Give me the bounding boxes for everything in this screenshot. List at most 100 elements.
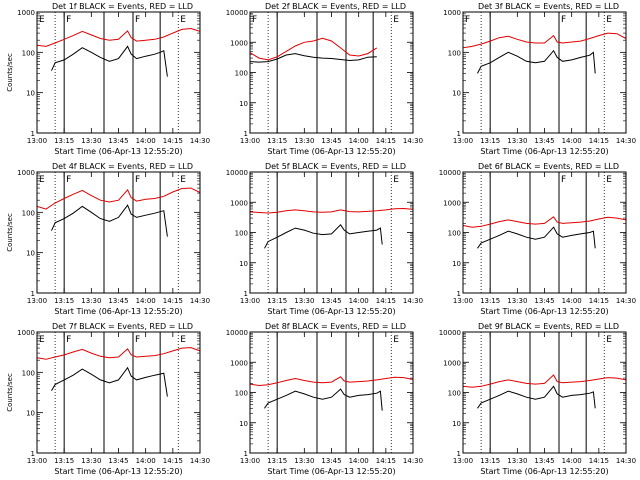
x-tick-label: 14:00 bbox=[136, 457, 156, 465]
interval-flag-label: F bbox=[135, 175, 140, 185]
x-tick-label: 14:15 bbox=[376, 137, 396, 145]
plot-frame bbox=[249, 171, 414, 294]
x-tick-label: 14:00 bbox=[562, 297, 582, 305]
x-tick-label: 14:30 bbox=[616, 457, 636, 465]
interval-flag-label: F bbox=[561, 15, 566, 25]
y-tick-label: 1 bbox=[31, 450, 35, 458]
y-axis-label: Counts/sec bbox=[6, 213, 14, 252]
x-axis-label: Start Time (06-Apr-13 12:55:20) bbox=[480, 467, 608, 476]
y-tick-label: 1000 bbox=[17, 169, 35, 177]
plot-frame bbox=[249, 331, 414, 454]
chart-panel-3: Det 3f BLACK = Events, RED = LLD Start Ti… bbox=[443, 2, 636, 156]
y-tick-label: 10 bbox=[452, 260, 461, 268]
interval-flag-label: F bbox=[252, 15, 257, 25]
interval-flag-label: E bbox=[180, 15, 186, 25]
plot-frame bbox=[462, 171, 627, 294]
x-tick-label: 13:00 bbox=[27, 137, 47, 145]
y-tick-label: 10000 bbox=[226, 9, 248, 17]
y-tick-label: 10 bbox=[239, 260, 248, 268]
y-tick-label: 100 bbox=[235, 70, 248, 78]
y-tick-label: 10 bbox=[239, 420, 248, 428]
y-tick-label: 1 bbox=[244, 130, 248, 138]
y-tick-label: 10000 bbox=[226, 169, 248, 177]
interval-flag-label: E bbox=[39, 15, 45, 25]
y-tick-label: 1 bbox=[31, 290, 35, 298]
y-tick-label: 10000 bbox=[439, 329, 461, 337]
plot-frame bbox=[462, 11, 627, 134]
y-tick-label: 1000 bbox=[230, 199, 248, 207]
x-tick-label: 14:30 bbox=[403, 137, 423, 145]
x-tick-label: 13:30 bbox=[81, 297, 101, 305]
x-axis-label: Start Time (06-Apr-13 12:55:20) bbox=[54, 147, 182, 156]
x-axis-label: Start Time (06-Apr-13 12:55:20) bbox=[54, 307, 182, 316]
interval-flag-label: E bbox=[180, 175, 186, 185]
x-tick-label: 14:15 bbox=[163, 137, 183, 145]
y-tick-label: 10 bbox=[239, 100, 248, 108]
y-tick-label: 100 bbox=[235, 230, 248, 238]
lld-series-line bbox=[36, 27, 201, 47]
x-tick-label: 13:45 bbox=[321, 297, 341, 305]
x-tick-label: 13:30 bbox=[507, 297, 527, 305]
x-tick-label: 14:00 bbox=[349, 137, 369, 145]
y-tick-label: 10000 bbox=[439, 169, 461, 177]
plot-frame bbox=[36, 11, 201, 134]
events-series-line bbox=[51, 366, 168, 397]
x-tick-label: 13:45 bbox=[108, 457, 128, 465]
y-tick-label: 1000 bbox=[17, 329, 35, 337]
plot-frame bbox=[249, 11, 414, 134]
x-tick-label: 13:00 bbox=[240, 137, 260, 145]
y-tick-label: 100 bbox=[448, 390, 461, 398]
interval-flag-label: F bbox=[465, 15, 470, 25]
events-series-line bbox=[477, 385, 596, 409]
chart-panel-9: Det 9f BLACK = Events, RED = LLD Start Ti… bbox=[439, 322, 636, 476]
y-tick-label: 1000 bbox=[230, 39, 248, 47]
events-series-line bbox=[51, 45, 168, 77]
interval-flag-label: F bbox=[135, 15, 140, 25]
y-axis-label: Counts/sec bbox=[6, 373, 14, 412]
chart-panel-4: Det 4f BLACK = Events, RED = LLD Counts/s… bbox=[6, 162, 210, 316]
events-series-line bbox=[51, 204, 168, 237]
lld-series-line bbox=[462, 374, 627, 388]
x-axis-label: Start Time (06-Apr-13 12:55:20) bbox=[267, 147, 395, 156]
y-tick-label: 100 bbox=[235, 390, 248, 398]
x-tick-label: 14:30 bbox=[616, 137, 636, 145]
y-tick-label: 10 bbox=[452, 420, 461, 428]
y-tick-label: 1 bbox=[31, 130, 35, 138]
chart-panel-6: Det 6f BLACK = Events, RED = LLD Start Ti… bbox=[439, 162, 636, 316]
chart-panel-2: Det 2f BLACK = Events, RED = LLD Start Ti… bbox=[226, 2, 423, 156]
y-tick-label: 100 bbox=[448, 230, 461, 238]
x-tick-label: 13:00 bbox=[240, 457, 260, 465]
x-tick-label: 13:15 bbox=[267, 137, 287, 145]
plot-frame bbox=[36, 331, 201, 454]
x-tick-label: 13:30 bbox=[507, 457, 527, 465]
y-tick-label: 10 bbox=[26, 90, 35, 98]
x-tick-label: 13:15 bbox=[480, 297, 500, 305]
interval-flag-label: E bbox=[606, 15, 612, 25]
x-tick-label: 13:00 bbox=[240, 297, 260, 305]
lld-series-line bbox=[249, 376, 414, 387]
y-tick-label: 100 bbox=[22, 209, 35, 217]
chart-panel-8: Det 8f BLACK = Events, RED = LLD Start Ti… bbox=[226, 322, 423, 476]
x-tick-label: 14:30 bbox=[403, 457, 423, 465]
events-series-line bbox=[477, 49, 596, 74]
interval-flag-label: E bbox=[393, 15, 399, 25]
interval-flag-label: E bbox=[606, 175, 612, 185]
x-tick-label: 14:00 bbox=[136, 297, 156, 305]
x-axis-label: Start Time (06-Apr-13 12:55:20) bbox=[54, 467, 182, 476]
events-series-line bbox=[264, 224, 383, 249]
x-tick-label: 13:45 bbox=[321, 457, 341, 465]
events-series-line bbox=[264, 388, 383, 411]
y-tick-label: 1 bbox=[244, 290, 248, 298]
x-tick-label: 14:00 bbox=[136, 137, 156, 145]
interval-flag-label: E bbox=[39, 175, 45, 185]
y-tick-label: 1000 bbox=[17, 9, 35, 17]
interval-flag-label: E bbox=[606, 335, 612, 345]
x-tick-label: 13:45 bbox=[534, 457, 554, 465]
chart-panel-5: Det 5f BLACK = Events, RED = LLD Start Ti… bbox=[226, 162, 423, 316]
interval-flag-label: E bbox=[393, 335, 399, 345]
y-tick-label: 10 bbox=[452, 90, 461, 98]
x-tick-label: 13:30 bbox=[81, 457, 101, 465]
y-tick-label: 10 bbox=[26, 250, 35, 258]
lld-series-line bbox=[249, 207, 414, 214]
